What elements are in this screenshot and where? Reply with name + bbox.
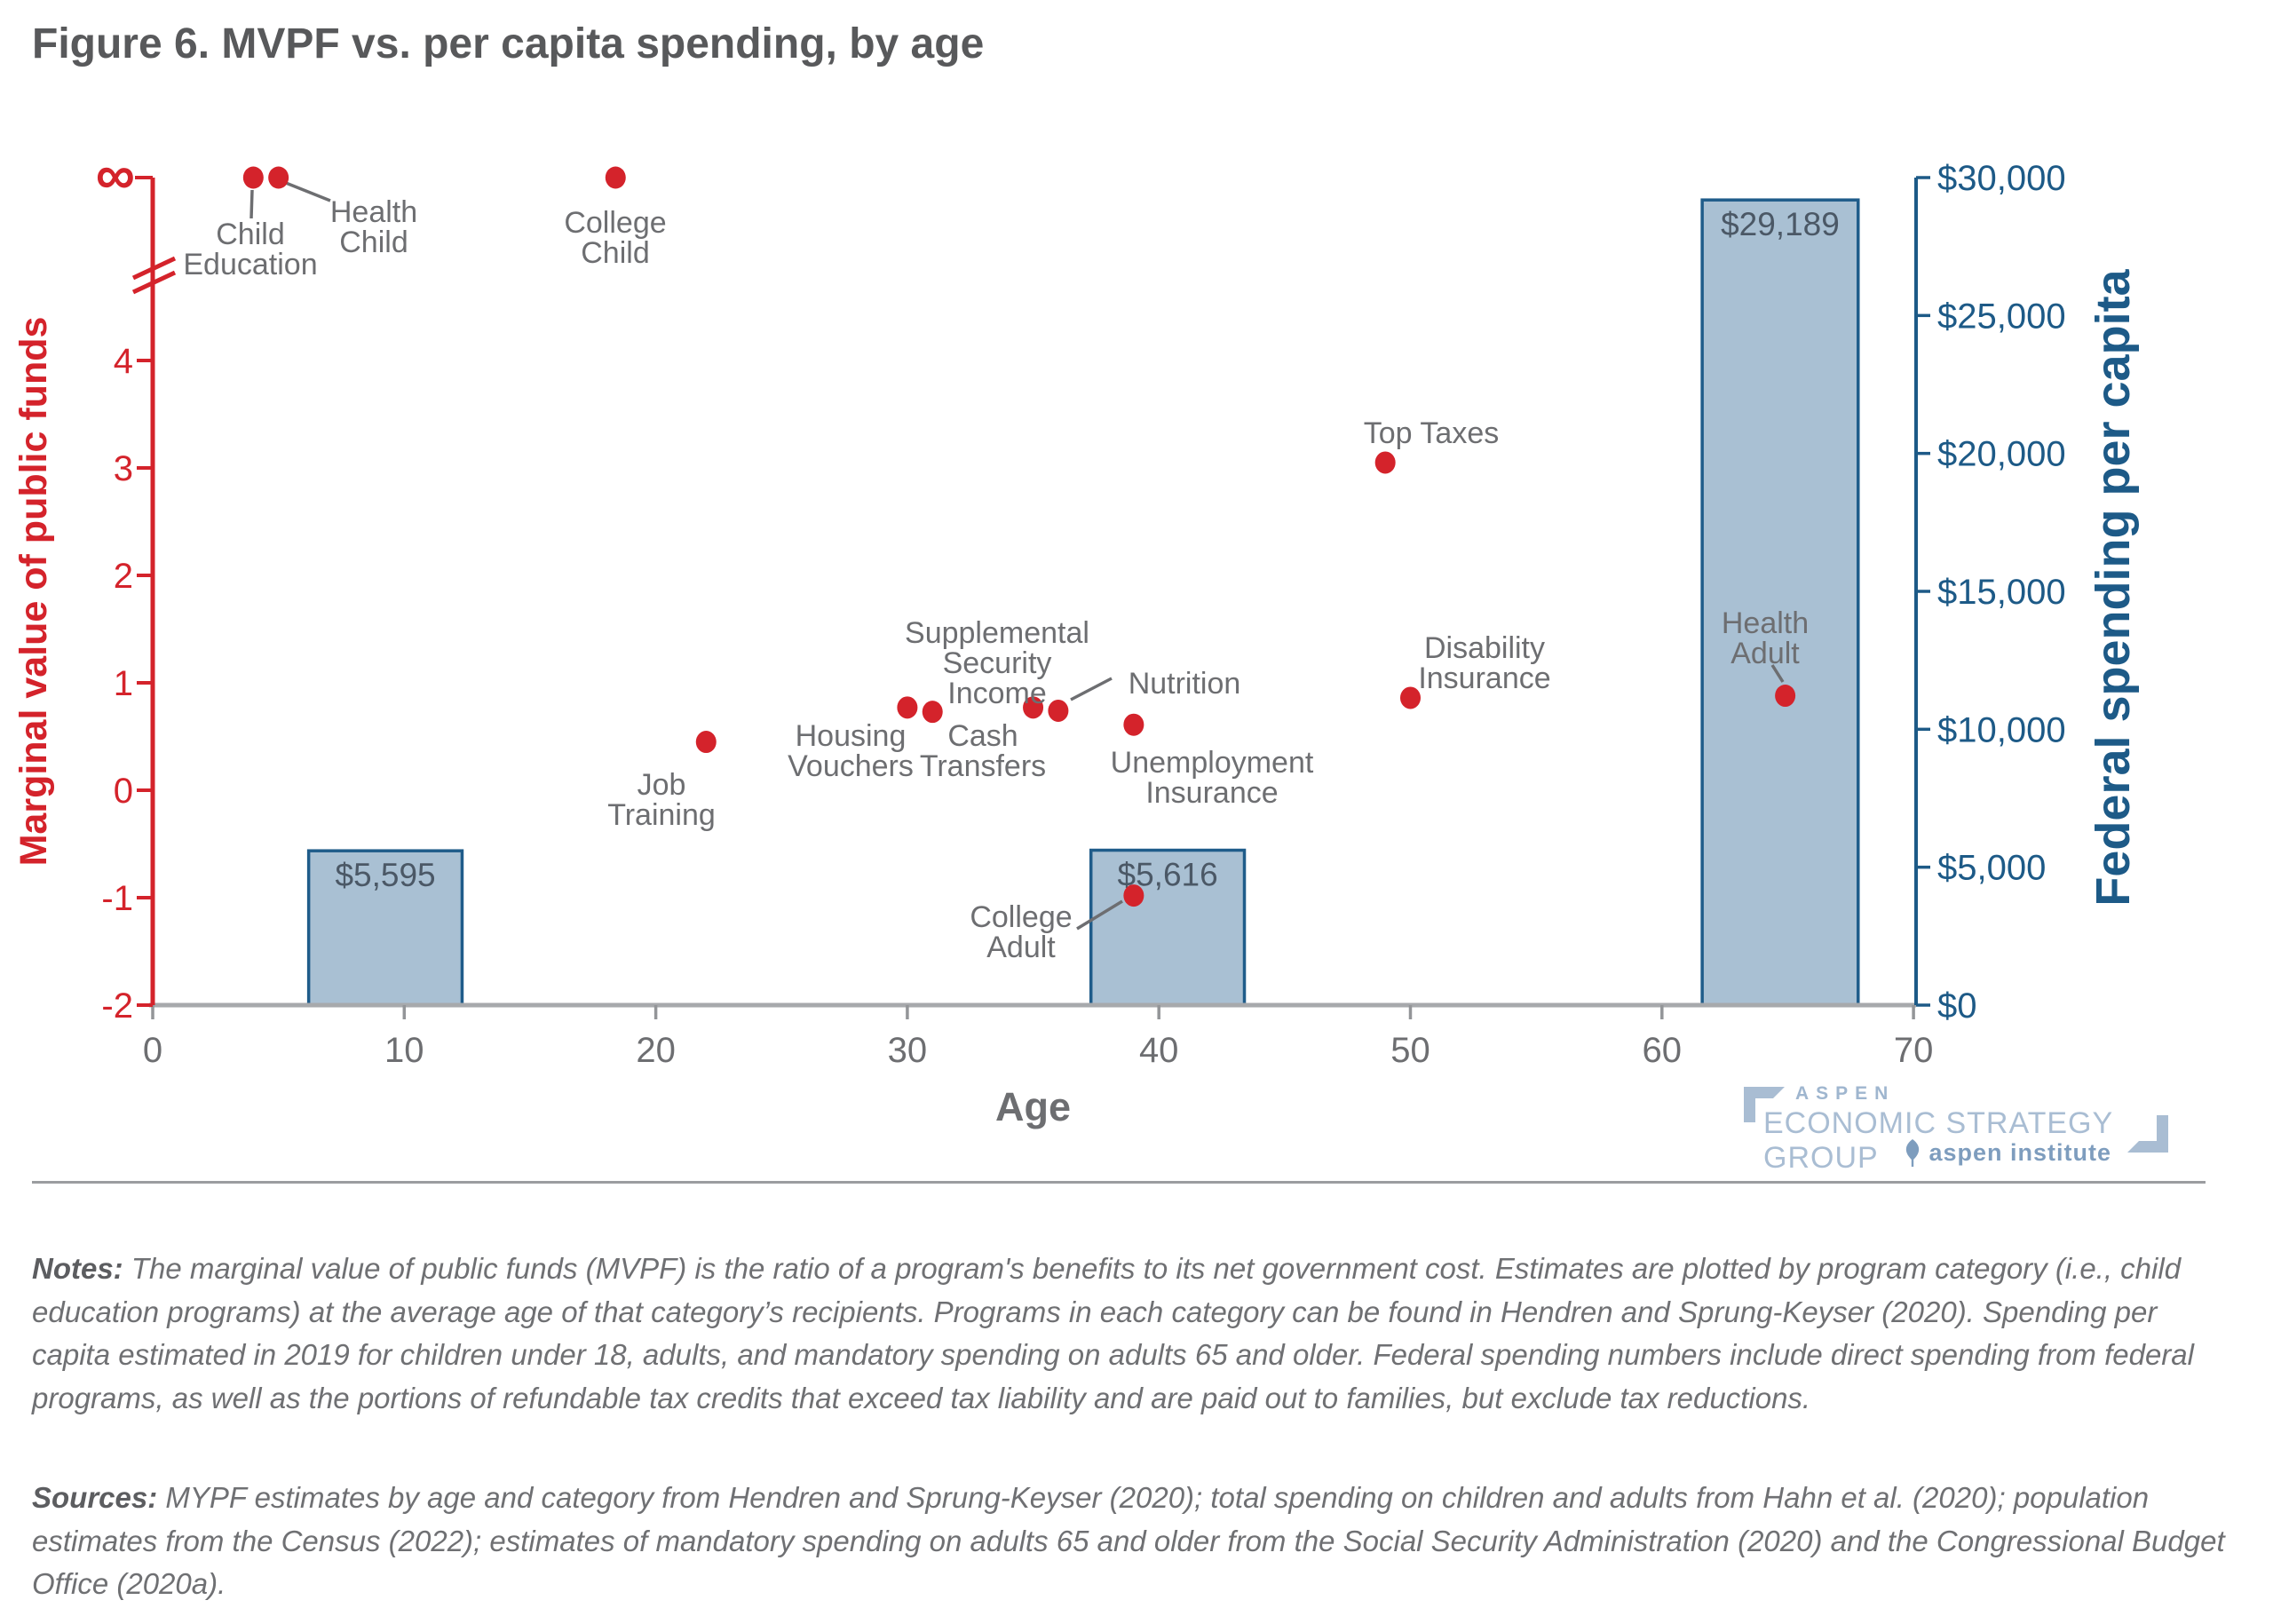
scatter-point: [922, 701, 943, 724]
notes-label: Notes:: [32, 1252, 123, 1285]
point-label: Education: [183, 248, 317, 281]
leader-line: [1070, 677, 1113, 701]
leader-line: [285, 181, 331, 202]
scatter-point: [695, 731, 717, 754]
x-axis-title: Age: [995, 1084, 1071, 1129]
scatter-point: [1123, 884, 1144, 907]
point-label: Nutrition: [1129, 667, 1241, 701]
scatter-point: [1123, 713, 1144, 736]
logo-institute-text: aspen institute: [1928, 1138, 2111, 1166]
right-tick-label: $5,000: [1937, 849, 2046, 888]
scatter-point: [605, 166, 626, 189]
point-label: Transfers: [920, 749, 1046, 783]
left-tick-label: 4: [114, 342, 133, 381]
logo-aspen-text: ASPEN: [1795, 1083, 1896, 1104]
right-tick-label: $30,000: [1937, 159, 2066, 198]
left-axis-title: Marginal value of public funds: [12, 317, 55, 867]
point-label: College: [564, 206, 666, 240]
x-tick-label: 30: [888, 1031, 928, 1070]
infinity-tick-label: ∞: [96, 145, 135, 206]
point-label: Insurance: [1418, 661, 1550, 695]
left-tick-label: -1: [101, 879, 133, 918]
right-tick-label: $25,000: [1937, 297, 2066, 336]
left-tick-label: -2: [101, 986, 133, 1026]
scatter-point: [1023, 696, 1044, 719]
point-label: Health: [1722, 606, 1809, 640]
point-label: Child: [339, 226, 408, 259]
sources-paragraph: Sources: MYPF estimates by age and categ…: [32, 1477, 2241, 1606]
left-tick-label: 3: [114, 449, 133, 488]
point-label: Health: [330, 195, 417, 229]
right-tick-label: $20,000: [1937, 435, 2066, 474]
point-label: Supplemental: [905, 616, 1089, 650]
scatter-point: [897, 696, 918, 719]
x-tick-label: 60: [1643, 1031, 1683, 1070]
divider-line: [32, 1181, 2206, 1184]
logo-institute-row: aspen institute: [1902, 1138, 2111, 1167]
point-label: Unemployment: [1111, 746, 1314, 780]
right-tick-label: $10,000: [1937, 710, 2066, 749]
point-label: Child: [216, 218, 284, 251]
right-tick-label: $15,000: [1937, 573, 2066, 612]
axis-break-slash: [131, 256, 177, 281]
x-tick-label: 0: [143, 1031, 162, 1070]
left-tick-label: 1: [114, 664, 133, 703]
leader-line: [249, 189, 254, 219]
sources-label: Sources:: [32, 1481, 158, 1514]
aspen-esg-logo: ASPEN ECONOMIC STRATEGY GROUP aspen inst…: [1742, 1080, 2170, 1175]
bar-value-label: $5,595: [335, 857, 435, 893]
scatter-point: [268, 166, 289, 189]
point-label: Income: [947, 677, 1047, 710]
point-label: Security: [943, 646, 1052, 680]
scatter-point: [1048, 699, 1069, 722]
x-tick-label: 20: [636, 1031, 676, 1070]
x-tick-label: 70: [1894, 1031, 1934, 1070]
point-label: Housing: [796, 719, 907, 753]
point-label: Child: [581, 236, 649, 270]
left-tick-label: 0: [114, 772, 133, 811]
aspen-leaf-icon: [1906, 1139, 1920, 1167]
scatter-point: [1400, 686, 1421, 709]
point-label: Cash: [947, 719, 1018, 753]
left-tick-label: 2: [114, 557, 133, 596]
notes-paragraph: Notes: The marginal value of public fund…: [32, 1248, 2241, 1420]
logo-corner-brackets-icon: [1744, 1087, 2168, 1153]
point-label: Disability: [1424, 631, 1545, 665]
scatter-point: [242, 166, 264, 189]
scatter-point: [1374, 451, 1396, 474]
x-tick-label: 50: [1390, 1031, 1430, 1070]
leader-line: [1770, 664, 1785, 683]
axis-break-slash: [131, 270, 177, 295]
sources-text: MYPF estimates by age and category from …: [32, 1481, 2225, 1600]
point-label: Training: [607, 798, 716, 832]
point-label: Adult: [1730, 637, 1800, 670]
x-tick-label: 10: [384, 1031, 424, 1070]
bar-value-label: $29,189: [1721, 206, 1840, 242]
point-label: Adult: [986, 931, 1056, 964]
x-tick-label: 40: [1139, 1031, 1179, 1070]
right-tick-label: $0: [1937, 986, 1977, 1026]
point-label: Vouchers: [788, 749, 914, 783]
point-label: Job: [638, 768, 686, 802]
point-label: Insurance: [1145, 776, 1278, 810]
notes-text: The marginal value of public funds (MVPF…: [32, 1252, 2194, 1414]
scatter-point: [1775, 685, 1796, 708]
logo-esg-text: ECONOMIC STRATEGY GROUP: [1763, 1106, 2113, 1175]
spending-bar: [1700, 198, 1860, 1007]
point-label: Top Taxes: [1364, 416, 1499, 450]
leader-line: [1076, 899, 1123, 931]
spending-bar: [306, 849, 464, 1007]
figure-title: Figure 6. MVPF vs. per capita spending, …: [32, 20, 985, 67]
point-label: College: [970, 900, 1072, 934]
spending-bar: [1089, 848, 1247, 1007]
right-axis-title: Federal spending per capita: [2087, 268, 2140, 906]
